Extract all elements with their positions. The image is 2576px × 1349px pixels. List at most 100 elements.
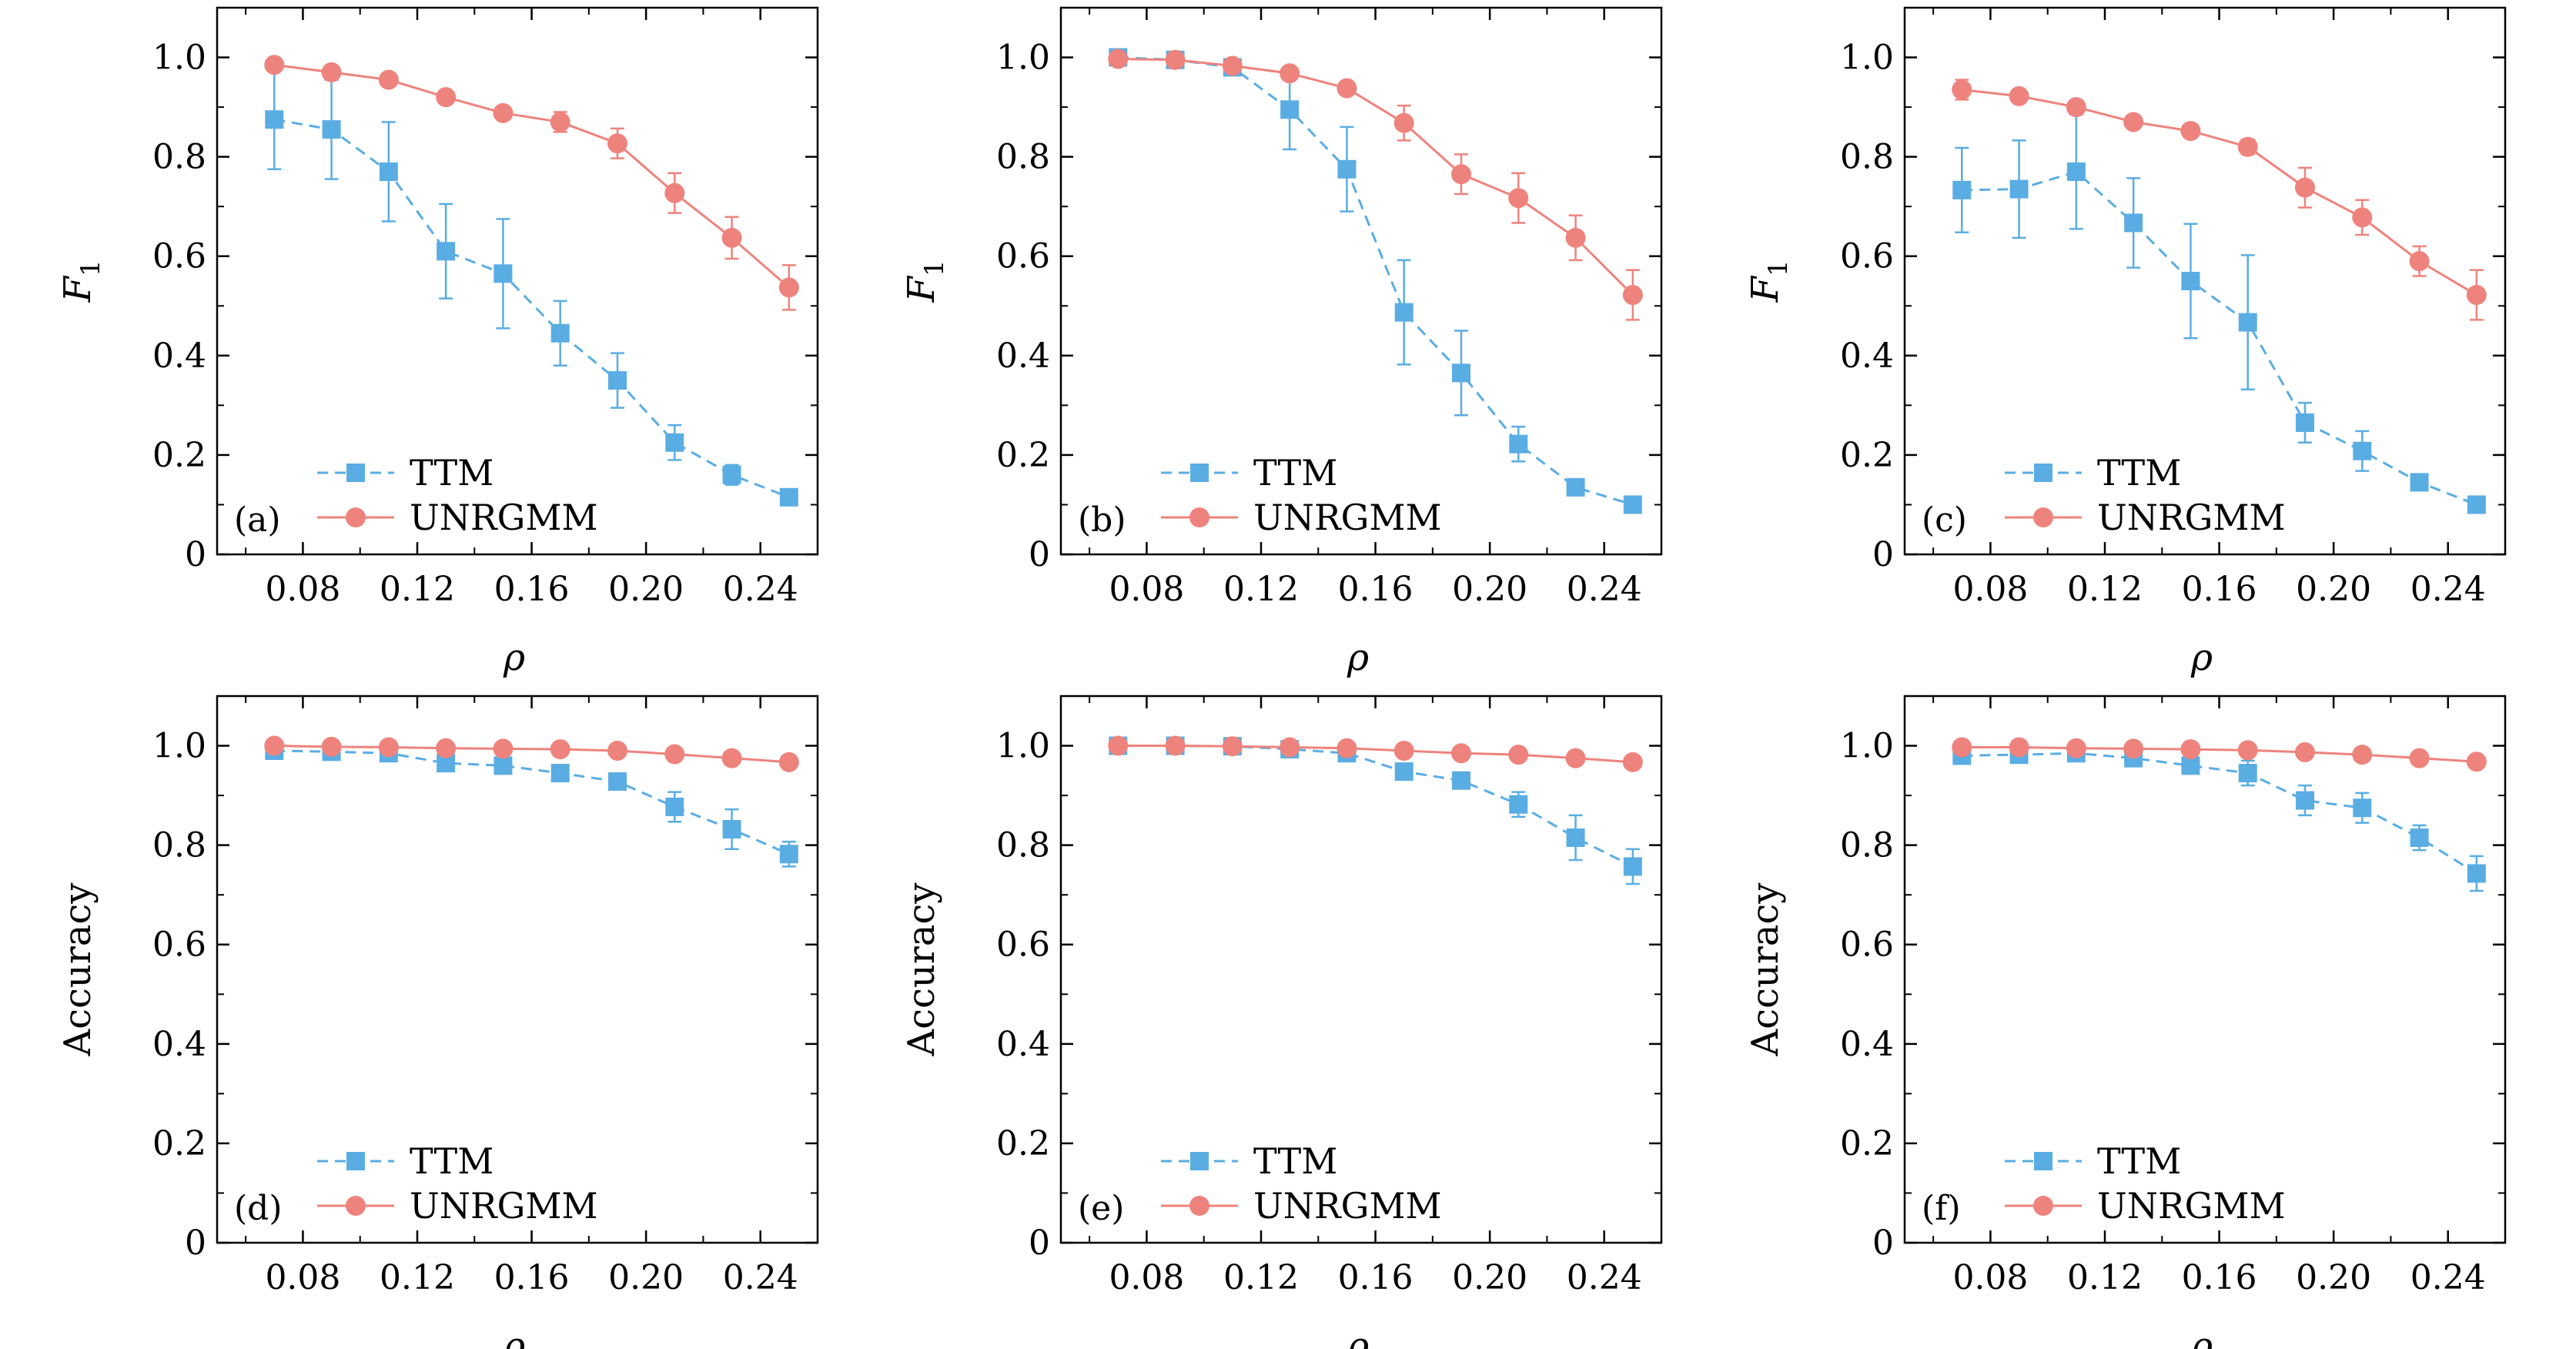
panel-label: (d)	[234, 1189, 283, 1228]
data-point	[1280, 100, 1300, 119]
data-point	[1566, 477, 1585, 497]
data-point	[2238, 313, 2257, 332]
x-tick-label: 0.24	[2410, 570, 2486, 609]
y-axis-title-main: F	[56, 275, 99, 303]
y-tick-label: 1.0	[152, 38, 206, 78]
y-axis-title-subscript: 1	[919, 260, 950, 277]
data-point	[1952, 79, 1972, 100]
y-tick-label: 0	[1029, 1223, 1050, 1263]
legend-label: TTM	[1253, 452, 1337, 494]
x-tick-label: 0.20	[1452, 1258, 1527, 1297]
legend-label: TTM	[2097, 452, 2181, 494]
legend-marker	[346, 507, 366, 527]
data-point	[2180, 739, 2201, 760]
y-tick-label: 0.8	[996, 826, 1050, 865]
data-point	[2238, 764, 2257, 783]
y-tick-label: 0	[1029, 535, 1050, 574]
x-tick-label: 0.20	[2296, 1258, 2371, 1297]
panel-label: (e)	[1078, 1189, 1124, 1228]
x-tick-label: 0.24	[1567, 1258, 1642, 1297]
panel-label: (f)	[1922, 1189, 1961, 1228]
data-point	[550, 764, 570, 783]
data-point	[550, 739, 570, 760]
series-unrgmm	[1108, 735, 1643, 772]
data-point	[1393, 112, 1414, 133]
data-point	[436, 87, 457, 108]
data-point	[264, 735, 285, 756]
chart-panel: 0.08 0.12 0.16 0.20 0.24 0 0.2 0.4 0.6 0.8 1.0 ρ F1 T…	[900, 6, 1663, 679]
x-tick-label: 0.08	[265, 1258, 340, 1297]
y-tick-label: 0.6	[996, 237, 1050, 276]
legend-marker	[1190, 1152, 1209, 1170]
series-ttm	[265, 69, 798, 507]
data-point	[1622, 285, 1643, 306]
data-point	[2410, 473, 2429, 492]
x-tick-label: 0.12	[380, 570, 455, 609]
x-tick-label: 0.16	[2182, 570, 2257, 609]
data-point	[378, 69, 399, 90]
data-point	[2352, 207, 2373, 228]
legend-marker	[1189, 507, 1209, 527]
data-point	[1108, 735, 1129, 756]
series-line	[1118, 745, 1633, 764]
data-point	[493, 102, 514, 123]
series-ttm	[1109, 736, 1642, 885]
legend-label: TTM	[410, 1140, 493, 1182]
x-tick-label: 0.12	[1223, 570, 1299, 609]
x-tick-label: 0.20	[1452, 570, 1527, 609]
x-tick-label: 0.08	[265, 570, 340, 609]
data-point	[265, 110, 284, 129]
data-point	[437, 242, 456, 261]
legend-label: UNRGMM	[410, 1185, 598, 1227]
data-point	[2295, 741, 2315, 762]
legend-marker	[1190, 464, 1209, 482]
data-point	[1508, 188, 1529, 209]
series-ttm	[1952, 744, 2486, 892]
legend-marker	[2033, 1196, 2053, 1216]
data-point	[1222, 55, 1243, 76]
data-point	[2123, 738, 2144, 759]
data-point	[722, 819, 741, 839]
data-point	[2237, 136, 2258, 157]
data-point	[664, 744, 685, 765]
x-tick-label: 0.16	[2182, 1258, 2257, 1297]
data-point	[379, 162, 398, 181]
x-tick-label: 0.08	[1952, 570, 2028, 609]
data-point	[778, 277, 799, 298]
data-point	[1509, 795, 1528, 814]
x-tick-label: 0.16	[494, 570, 570, 609]
legend-label: UNRGMM	[1253, 497, 1442, 538]
y-axis-title: Accuracy	[900, 883, 943, 1057]
y-tick-label: 0.8	[152, 138, 206, 177]
legend-marker	[2033, 507, 2053, 527]
y-tick-label: 0.8	[1840, 826, 1894, 865]
series-unrgmm	[1952, 79, 2487, 321]
legend-label: UNRGMM	[2097, 497, 2286, 538]
y-tick-label: 0.2	[152, 436, 206, 475]
y-tick-label: 0.6	[1840, 926, 1894, 965]
data-point	[2237, 740, 2258, 761]
y-axis-title: F1	[1744, 260, 1794, 303]
data-point	[722, 465, 741, 484]
legend-marker	[346, 1196, 366, 1216]
data-point	[1952, 737, 1972, 758]
y-axis-title-subscript: 1	[75, 260, 106, 277]
data-point	[1394, 303, 1413, 322]
legend-label: UNRGMM	[410, 497, 598, 538]
y-tick-label: 0.4	[996, 1025, 1050, 1064]
data-point	[2009, 179, 2029, 199]
data-point	[2180, 121, 2201, 142]
data-point	[1509, 434, 1528, 454]
y-axis-title: Accuracy	[1744, 883, 1787, 1057]
data-point	[608, 371, 627, 390]
series-line	[1962, 751, 2477, 875]
data-point	[2066, 162, 2086, 181]
legend-label: TTM	[2097, 1140, 2181, 1182]
data-point	[1451, 743, 1471, 764]
series-line	[1962, 89, 2477, 296]
data-point	[493, 738, 514, 759]
data-point	[1622, 751, 1643, 772]
series-line	[1118, 57, 1634, 296]
